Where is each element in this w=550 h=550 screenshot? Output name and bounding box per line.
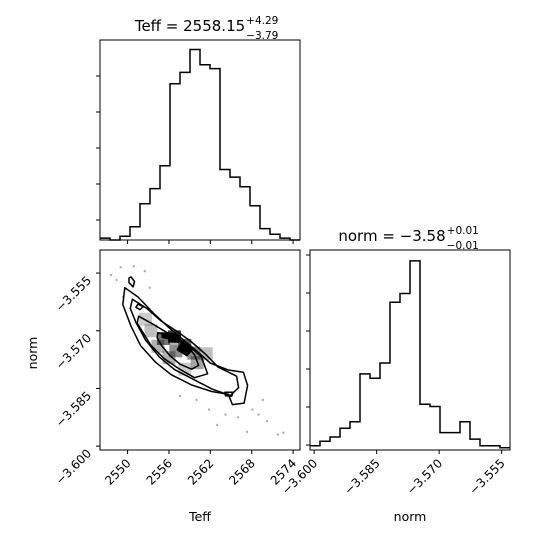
sample-point (216, 423, 219, 427)
density-cell (144, 324, 158, 338)
sample-point (109, 273, 113, 277)
norm-y-axis-label: norm (25, 337, 40, 370)
norm-y-tick-label: −3.585 (53, 389, 94, 430)
sample-point (276, 433, 280, 436)
teff-tick-label: 2556 (144, 456, 175, 487)
norm-y-tick-label: −3.555 (53, 273, 94, 314)
outlier-layer (109, 265, 285, 436)
sample-point (132, 265, 135, 268)
sample-point (148, 286, 151, 289)
norm-x-tick-label: −3.585 (341, 456, 382, 497)
density-cell (162, 351, 176, 365)
contour-core (176, 340, 194, 357)
histogram-layer (100, 48, 510, 449)
sample-point (265, 420, 269, 423)
contour-layer (122, 276, 249, 406)
sample-point (224, 413, 227, 416)
teff-histogram (100, 48, 300, 241)
norm-histogram (310, 260, 510, 449)
teff-title: Teff = 2558.15 (134, 17, 245, 35)
sample-point (282, 431, 285, 434)
sample-point (178, 395, 182, 398)
contour-core (161, 332, 172, 340)
teff-tick-label: 2562 (185, 456, 216, 487)
sample-point (257, 413, 260, 416)
norm-axis-label: norm (394, 509, 427, 524)
teff-tick-label: 2550 (102, 456, 133, 487)
sample-point (261, 398, 264, 402)
contour-line (224, 391, 234, 397)
sample-point (115, 278, 118, 282)
teff-tick-label: 2568 (226, 456, 257, 487)
contour-line (129, 298, 240, 397)
contour-line (122, 286, 249, 406)
text-layer: 2550 2556 2562 2568 2574−3.555−3.555−3.570−3… (25, 15, 508, 524)
teff-title-plus: +4.29 (246, 15, 278, 27)
sample-point (236, 416, 240, 419)
sample-point (143, 270, 146, 273)
norm-histogram-frame (309, 249, 511, 451)
norm-title-minus: −0.01 (447, 240, 479, 252)
norm-y-tick-label: −3.600 (53, 446, 94, 487)
norm-title-plus: +0.01 (447, 225, 479, 237)
norm-x-tick-label: −3.570 (404, 456, 445, 497)
norm-y-tick-label: −3.570 (53, 331, 94, 372)
sample-point (251, 408, 254, 411)
norm-title: norm = −3.58 (338, 227, 445, 245)
norm-x-tick-label: −3.555 (466, 456, 507, 497)
teff-axis-label: Teff (188, 509, 211, 524)
scatter-frame (99, 249, 301, 451)
sample-point (245, 430, 249, 434)
sample-point (195, 398, 198, 402)
sample-point (207, 408, 211, 411)
axes-layer (96, 39, 511, 454)
teff-histogram-frame (99, 39, 301, 241)
contour-line (128, 276, 136, 288)
teff-title-minus: −3.79 (246, 30, 278, 42)
contour-line (135, 303, 145, 311)
sample-point (119, 266, 122, 269)
